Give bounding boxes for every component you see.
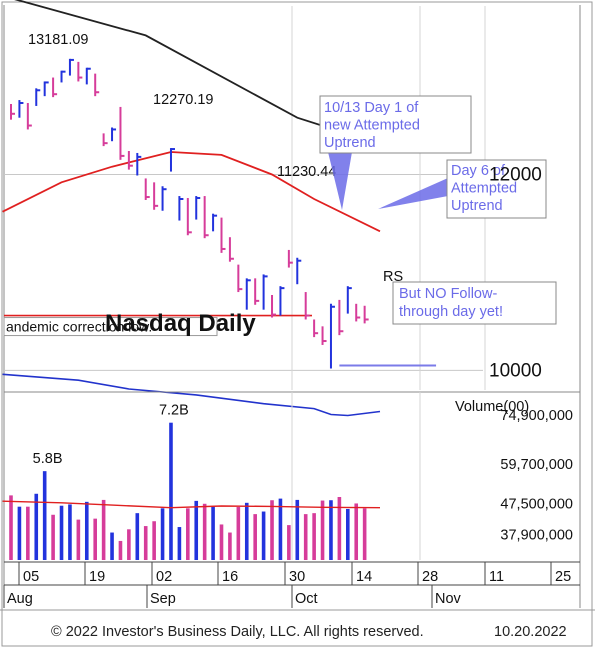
volume-bar (320, 500, 325, 560)
callout-pointer (328, 152, 352, 210)
volume-bar (303, 514, 308, 560)
callout-pointer (378, 178, 448, 209)
callout-text: Day 6 of (451, 163, 506, 179)
volume-bar (287, 525, 291, 560)
callout-text: Uptrend (324, 135, 376, 151)
volume-bar (68, 504, 72, 560)
volume-tick-label: 47,500,000 (500, 496, 573, 512)
month-label: Sep (150, 591, 176, 607)
day-tick-label: 25 (555, 569, 571, 585)
volume-pane: Volume(00)74,900,000 59,700,000 47,500,000… (2, 391, 580, 560)
volume-bar (228, 532, 232, 560)
volume-bar (51, 514, 55, 560)
callout-box (319, 95, 472, 154)
volume-bar (152, 521, 156, 560)
volume-bar (110, 532, 114, 560)
volume-bar (236, 507, 241, 560)
volume-peak-label: 5.8B (33, 451, 63, 467)
volume-bar (26, 506, 30, 560)
price-bars: 13181.09 12270.19 11230.44 (10, 32, 369, 369)
rs-line (2, 373, 381, 417)
volume-bar (76, 519, 81, 560)
callout-text: new Attempted (324, 118, 420, 134)
moving-average-line (2, 151, 381, 233)
volume-bar (59, 505, 64, 560)
volume-bar (34, 493, 39, 560)
volume-axis-title: Volume(00) (455, 399, 529, 415)
volume-moving-average (2, 500, 381, 509)
volume-bar (219, 524, 224, 560)
day-tick-label: 30 (289, 569, 305, 585)
day-tick-label: 28 (422, 569, 438, 585)
volume-bar (244, 502, 249, 560)
date-axis: 05 19 02 16 30 14 28 11 25 Aug Sep Oct Nov (3, 561, 580, 608)
volume-bar (9, 495, 13, 560)
copyright-text: © 2022 Investor's Business Daily, LLC. A… (51, 624, 424, 640)
rs-label: RS (383, 269, 403, 285)
volume-tick-label: 59,700,000 (500, 457, 573, 473)
callout-box (392, 281, 557, 325)
day-tick-label: 14 (356, 569, 372, 585)
volume-bar (118, 540, 123, 560)
callout-text: Attempted (451, 181, 517, 197)
volume-bar (354, 503, 359, 560)
volume-bar (270, 500, 274, 560)
correction-low-label: andemic correction low. (6, 319, 152, 335)
day-tick-label: 19 (89, 569, 105, 585)
volume-peak-label: 7.2B (159, 403, 189, 419)
day-tick-label: 11 (489, 569, 504, 585)
volume-bar (84, 501, 89, 560)
volume-bar (312, 513, 316, 560)
peak-label: 11230.44 (277, 164, 336, 180)
volume-bar (127, 529, 131, 560)
volume-bar (261, 511, 266, 560)
day-tick-label: 16 (222, 569, 238, 585)
peak-label: 13181.09 (28, 32, 88, 48)
day-tick-label: 05 (23, 569, 39, 585)
callout-box (446, 159, 547, 219)
callout-text: Uptrend (451, 198, 503, 214)
footer-date: 10.20.2022 (494, 624, 567, 640)
month-label: Nov (435, 591, 462, 607)
volume-tick-label: 37,900,000 (500, 527, 573, 543)
volume-tick-label: 74,900,000 (500, 408, 573, 424)
price-tick-label: 10000 (489, 360, 542, 381)
correction-low-label-box (3, 317, 218, 337)
volume-bar (194, 500, 199, 560)
volume-bar (143, 526, 148, 560)
day-tick-label: 02 (156, 569, 172, 585)
volume-bar (211, 506, 215, 560)
volume-bar (329, 500, 333, 560)
volume-bar (160, 508, 165, 560)
callout-text: 10/13 Day 1 of (324, 100, 419, 116)
price-axis: 12000 10000 (489, 165, 542, 382)
month-label: Oct (295, 591, 318, 607)
month-label: Aug (7, 591, 33, 607)
volume-bar (346, 508, 350, 560)
peak-label: 12270.19 (153, 92, 213, 108)
chart-title: Nasdaq Daily (105, 310, 256, 337)
rs-line-group: RS (2, 269, 403, 417)
callout-text: through day yet! (399, 304, 503, 320)
volume-bar (253, 514, 257, 560)
volume-bar (169, 422, 173, 560)
volume-bar (362, 508, 367, 560)
volume-bar (337, 497, 342, 560)
price-tick-label: 12000 (489, 165, 542, 186)
volume-bar (17, 506, 22, 560)
volume-bar (135, 513, 140, 560)
volume-bar (93, 518, 97, 560)
volume-bar (202, 503, 207, 560)
volume-bar (101, 499, 106, 560)
volume-bar (278, 498, 283, 560)
volume-bar (295, 499, 300, 560)
reference-lines: andemic correction low. (3, 314, 437, 367)
callout-text: But NO Follow- (399, 286, 497, 302)
volume-bar (177, 527, 182, 560)
volume-bar (42, 471, 47, 560)
volume-bar (186, 508, 190, 560)
